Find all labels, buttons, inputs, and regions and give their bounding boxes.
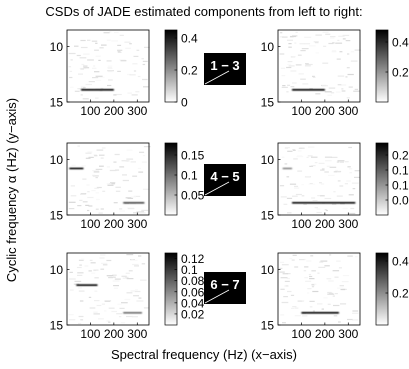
x-tick-label: 300 [127,217,147,231]
figure-title: CSDs of JADE estimated components from l… [45,4,362,19]
heatmap-background-noise [279,31,361,99]
badge-label: 6 − 7 [210,277,239,292]
x-tick-label: 100 [291,104,311,118]
panel-component-3: 100 200 300 10 15 0.2 0.4 [261,29,409,118]
colorbar [164,29,178,103]
badge-label: 4 − 5 [210,169,239,184]
panel-component-6: 100 200 300 10 15 0.020.040.060.080.10.12 [50,252,205,341]
panel-component-7: 100 200 300 10 15 0.2 0.4 [261,252,409,341]
x-tick-label: 300 [127,104,147,118]
colorbar [375,29,389,103]
x-tick-label: 200 [104,104,124,118]
x-tick-label: 300 [338,217,358,231]
panel-component-4: 100 200 300 10 15 0.05 0.1 0.15 [50,142,205,231]
x-tick-label: 200 [315,327,335,341]
colorbar-tick-label: 0.2 [181,64,198,78]
colorbar-tick-label: 0.1 [392,179,409,193]
y-tick-label: 15 [261,96,275,110]
heatmap-feature-1 [76,284,98,287]
x-tick-label: 100 [80,217,100,231]
colorbar-tick-label: 0.05 [392,194,409,208]
plot-area [67,143,149,215]
colorbar-tick-label: 0.2 [392,66,409,80]
plot-area [278,253,360,325]
plot-frame [66,29,150,103]
y-tick-label: 15 [261,209,275,223]
x-axis-label: Spectral frequency (Hz) (x−axis) [111,347,297,362]
component-pair-badge: 6 − 7 [204,272,246,304]
colorbar-tick-label: 0.1 [181,169,198,183]
colorbar [164,142,178,216]
colorbar-tick-label: 0.2 [392,287,409,301]
y-tick-label: 10 [261,263,275,277]
colorbar [375,142,389,216]
y-tick-label: 10 [261,40,275,54]
x-tick-label: 300 [338,104,358,118]
x-tick-label: 100 [291,327,311,341]
x-tick-label: 300 [338,327,358,341]
colorbar-tick-label: 0.02 [181,307,205,321]
colorbar-tick-label: 0 [181,96,188,110]
colorbar-tick-label: 0.15 [392,164,409,178]
badge-label: 1 − 3 [210,58,239,73]
badges: 1 − 3 4 − 5 6 − 7 [204,53,246,304]
heatmap-feature-1 [81,88,114,91]
plot-frame [277,29,361,103]
heatmap-background-noise [279,254,359,324]
x-tick-label: 200 [104,327,124,341]
heatmap-background-noise [68,254,150,325]
colorbar-tick-label: 0.4 [181,32,198,46]
y-axis-label: Cyclic frequency α (Hz) (y−axis) [4,98,19,282]
component-pair-badge: 4 − 5 [204,164,246,196]
x-tick-label: 200 [104,217,124,231]
colorbar-tick-label: 0.04 [181,296,205,310]
component-pair-badge: 1 − 3 [204,53,246,85]
y-tick-label: 10 [50,263,64,277]
colorbar-tick-label: 0.05 [181,189,205,203]
y-tick-label: 15 [50,209,64,223]
y-tick-label: 10 [261,153,275,167]
y-tick-label: 15 [50,319,64,333]
heatmap-feature-1 [301,311,339,314]
heatmap-background-noise [279,146,361,215]
colorbar-tick-label: 0.1 [181,263,198,277]
x-tick-label: 200 [315,217,335,231]
plot-frame [66,252,150,326]
x-tick-label: 100 [291,217,311,231]
plot-frame [66,142,150,216]
plot-area [67,253,149,325]
colorbar-tick-label: 0.15 [181,149,205,163]
y-tick-label: 10 [50,40,64,54]
colorbar [375,252,389,326]
x-tick-label: 300 [127,327,147,341]
plot-frame [277,252,361,326]
heatmap-feature-2 [292,201,356,204]
plot-frame [277,142,361,216]
colorbar-tick-label: 0.08 [181,274,205,288]
heatmap-background-noise [68,145,151,214]
heatmap-feature-1 [292,88,325,91]
colorbar-tick-label: 0.06 [181,285,205,299]
x-tick-label: 100 [80,104,100,118]
y-tick-label: 10 [50,153,64,167]
colorbar-tick-label: 0.4 [392,36,409,50]
colorbar-tick-label: 0.2 [392,149,409,163]
heatmap-feature-2 [123,201,145,204]
y-tick-label: 15 [261,319,275,333]
panel-component-1: 100 200 300 10 15 0 0.2 0.4 [50,29,198,118]
x-tick-label: 100 [80,327,100,341]
plot-area [278,143,360,215]
colorbar-tick-label: 0.4 [392,255,409,269]
heatmap-feature-2 [123,311,142,314]
y-tick-label: 15 [50,96,64,110]
heatmap-feature-1 [282,167,293,170]
colorbar-tick-label: 0.12 [181,252,205,266]
x-tick-label: 200 [315,104,335,118]
colorbar [164,252,178,326]
heatmap-feature-1 [69,167,84,170]
